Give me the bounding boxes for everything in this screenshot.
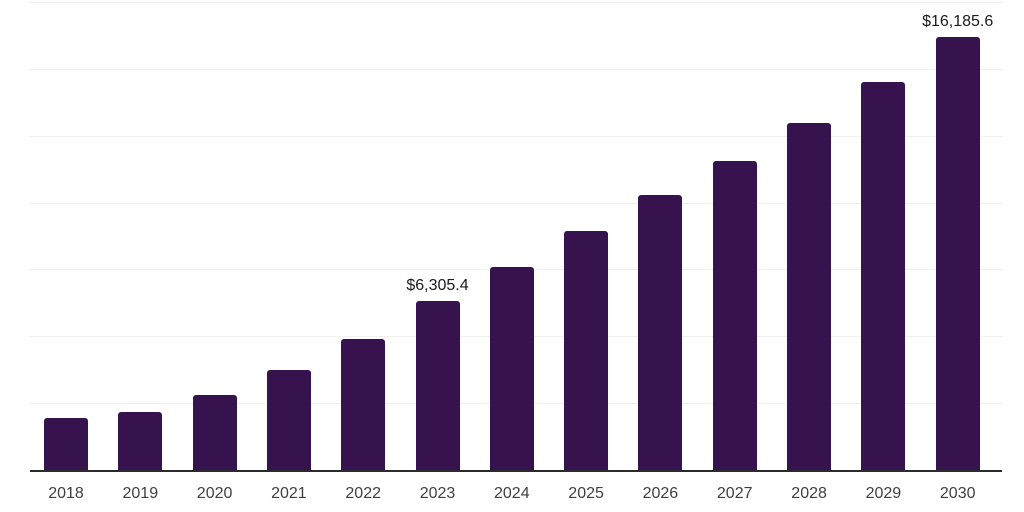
x-axis-line (30, 470, 1002, 472)
x-tick-2021: 2021 (271, 485, 307, 502)
x-tick-2029: 2029 (865, 485, 902, 502)
bar-2030 (935, 37, 980, 470)
bar-2023 (415, 301, 460, 470)
bar-2028 (787, 123, 832, 470)
gridline (30, 202, 1002, 204)
data-label-2023: $6,305.4 (406, 277, 469, 295)
x-tick-2028: 2028 (791, 485, 827, 502)
x-tick-2019: 2019 (122, 485, 159, 502)
x-tick-2020: 2020 (196, 485, 233, 502)
bar-2026 (638, 194, 683, 470)
x-tick-2018: 2018 (48, 485, 84, 502)
bar-2018 (44, 418, 88, 470)
x-tick-2024: 2024 (494, 485, 530, 502)
bar-2021 (266, 370, 311, 470)
bar-2022 (341, 339, 386, 470)
data-label-2030: $16,185.6 (922, 13, 994, 31)
x-tick-2026: 2026 (642, 485, 679, 502)
gridline (30, 135, 1002, 137)
gridline (30, 2, 1002, 3)
x-tick-2022: 2022 (345, 485, 381, 502)
bar-2019 (118, 412, 163, 470)
bar-2029 (861, 82, 906, 470)
bar-2020 (192, 395, 237, 470)
x-tick-2027: 2027 (716, 485, 753, 502)
x-tick-2030: 2030 (939, 485, 976, 502)
bar-2024 (489, 266, 534, 470)
gridline (30, 68, 1002, 70)
bar-2027 (712, 161, 757, 470)
x-tick-2025: 2025 (568, 485, 604, 502)
x-tick-2023: 2023 (419, 485, 456, 502)
bar-2025 (564, 231, 609, 470)
